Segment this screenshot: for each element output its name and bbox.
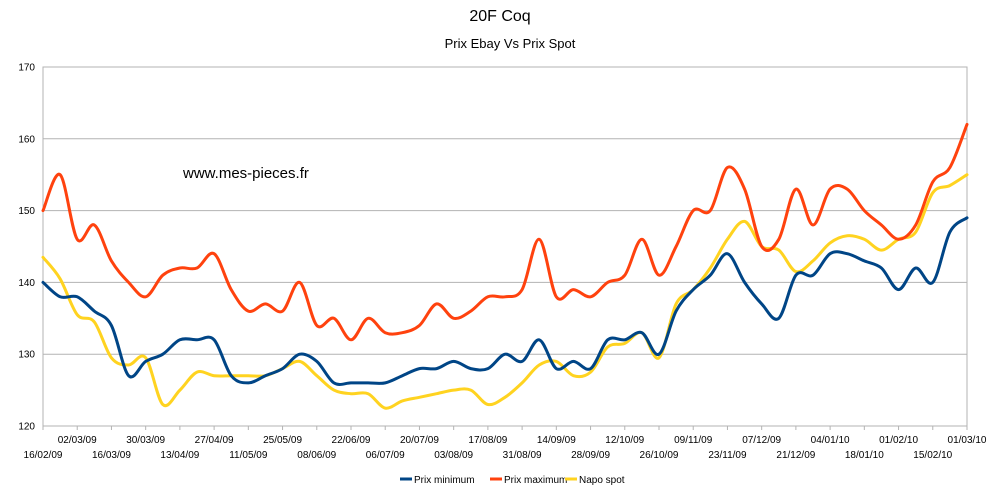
watermark-text: www.mes-pieces.fr <box>182 165 309 182</box>
x-tick-label: 03/08/09 <box>434 450 473 461</box>
x-tick-label: 15/02/10 <box>913 450 952 461</box>
legend-label: Napo spot <box>579 475 625 486</box>
legend: Prix minimum Prix maximum Napo spot <box>400 475 625 486</box>
x-tick-label: 30/03/09 <box>126 435 165 446</box>
x-tick-label: 01/03/10 <box>948 435 987 446</box>
x-tick-label: 21/12/09 <box>776 450 815 461</box>
x-tick-label: 01/02/10 <box>879 435 918 446</box>
x-tick-label: 06/07/09 <box>366 450 405 461</box>
series-line-napo-spot <box>41 173 969 410</box>
x-tick-label: 28/09/09 <box>571 450 610 461</box>
x-tick-label: 27/04/09 <box>195 435 234 446</box>
x-axis: 16/02/09 02/03/09 16/03/09 30/03/09 13/04/09… <box>24 426 987 461</box>
x-tick-label: 13/04/09 <box>160 450 199 461</box>
legend-label: Prix maximum <box>504 475 567 486</box>
chart-title: 20F Coq <box>469 8 530 25</box>
x-tick-label: 16/02/09 <box>24 450 63 461</box>
x-tick-label: 22/06/09 <box>332 435 371 446</box>
y-tick-label: 120 <box>18 422 35 433</box>
x-tick-label: 04/01/10 <box>811 435 850 446</box>
plot-area-border <box>42 66 968 427</box>
x-tick-label: 16/03/09 <box>92 450 131 461</box>
y-axis: 120 130 140 150 160 170 <box>18 63 35 433</box>
y-tick-label: 140 <box>18 278 35 289</box>
y-tick-label: 170 <box>18 63 35 74</box>
x-tick-label: 20/07/09 <box>400 435 439 446</box>
x-tick-label: 02/03/09 <box>58 435 97 446</box>
gridlines <box>43 66 967 427</box>
y-tick-label: 150 <box>18 206 35 217</box>
x-tick-label: 11/05/09 <box>229 450 268 461</box>
x-tick-label: 08/06/09 <box>297 450 336 461</box>
y-tick-label: 160 <box>18 134 35 145</box>
x-tick-label: 25/05/09 <box>263 435 302 446</box>
x-tick-label: 26/10/09 <box>640 450 679 461</box>
series-group <box>41 122 969 410</box>
x-tick-label: 07/12/09 <box>742 435 781 446</box>
y-tick-label: 130 <box>18 350 35 361</box>
x-tick-label: 31/08/09 <box>503 450 542 461</box>
x-tick-label: 17/08/09 <box>468 435 507 446</box>
series-line-prix-maximum <box>41 122 969 342</box>
chart-subtitle: Prix Ebay Vs Prix Spot <box>445 36 576 51</box>
x-tick-label: 23/11/09 <box>708 450 747 461</box>
series-line-prix-minimum <box>41 216 969 386</box>
x-tick-label: 12/10/09 <box>605 435 644 446</box>
x-tick-label: 18/01/10 <box>845 450 884 461</box>
legend-label: Prix minimum <box>414 475 475 486</box>
x-tick-label: 09/11/09 <box>674 435 713 446</box>
x-tick-label: 14/09/09 <box>537 435 576 446</box>
